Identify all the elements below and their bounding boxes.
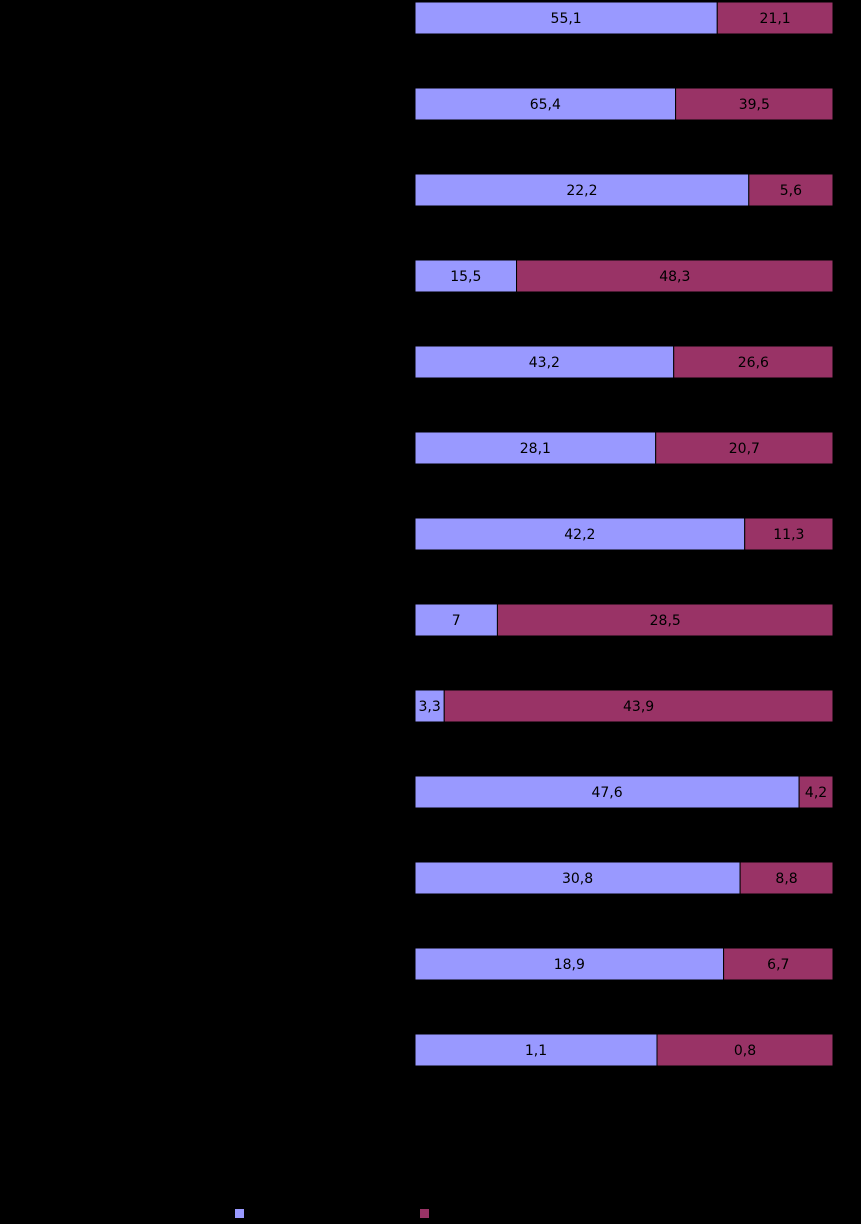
data-label-series1-row10: 47,6 — [591, 785, 622, 801]
data-label-series2-row4: 48,3 — [659, 269, 690, 285]
bar-series1-row9 — [414, 689, 445, 723]
legend-swatch-series1 — [235, 1209, 244, 1218]
data-label-series2-row10: 4,2 — [805, 785, 827, 801]
bar-series2-row5 — [673, 345, 834, 379]
data-label-series2-row13: 0,8 — [734, 1043, 756, 1059]
data-label-series1-row8: 7 — [452, 613, 461, 629]
bar-series2-row11 — [739, 861, 834, 895]
bar-series2-row4 — [516, 259, 834, 293]
data-label-group: 55,1 21,1 65,4 39,5 22,2 5,6 15,5 48,3 43,2 26,6 2… — [418, 11, 827, 1059]
data-label-series1-row12: 18,9 — [554, 957, 585, 973]
bar-series1-row7 — [414, 517, 746, 551]
data-label-series2-row7: 11,3 — [773, 527, 804, 543]
bar-series1-row1 — [414, 1, 718, 35]
data-label-series2-row11: 8,8 — [775, 871, 797, 887]
legend — [235, 1209, 429, 1218]
bar-series2-row8 — [496, 603, 834, 637]
bar-series2-row6 — [655, 431, 834, 465]
bar-series2-row3 — [748, 173, 834, 207]
bar-series2-row9 — [443, 689, 834, 723]
bar-series1-row6 — [414, 431, 657, 465]
bar-group — [414, 1, 834, 1067]
data-label-series2-row12: 6,7 — [767, 957, 789, 973]
bar-series1-row12 — [414, 947, 725, 981]
data-label-series1-row7: 42,2 — [564, 527, 595, 543]
bar-series1-row2 — [414, 87, 677, 121]
data-label-series2-row1: 21,1 — [760, 11, 791, 27]
legend-swatch-series2 — [420, 1209, 429, 1218]
bar-series2-row7 — [744, 517, 834, 551]
bar-series1-row3 — [414, 173, 750, 207]
data-label-series2-row8: 28,5 — [650, 613, 681, 629]
data-label-series2-row3: 5,6 — [780, 183, 802, 199]
bar-series2-row10 — [798, 775, 834, 809]
bar-series2-row2 — [675, 87, 834, 121]
data-label-series1-row6: 28,1 — [520, 441, 551, 457]
bar-series2-row1 — [716, 1, 834, 35]
x-axis-ticks — [410, 60, 834, 1098]
bar-series2-row12 — [723, 947, 834, 981]
data-label-series2-row6: 20,7 — [729, 441, 760, 457]
data-label-series1-row3: 22,2 — [566, 183, 597, 199]
data-label-series1-row2: 65,4 — [530, 97, 561, 113]
data-label-series2-row5: 26,6 — [738, 355, 769, 371]
data-label-series2-row9: 43,9 — [623, 699, 654, 715]
bar-series1-row8 — [414, 603, 498, 637]
data-label-series1-row13: 1,1 — [525, 1043, 547, 1059]
bar-series2-row13 — [656, 1033, 834, 1067]
bar-series1-row11 — [414, 861, 741, 895]
bar-series1-row13 — [414, 1033, 658, 1067]
data-label-series1-row11: 30,8 — [562, 871, 593, 887]
data-label-series1-row4: 15,5 — [450, 269, 481, 285]
data-label-series2-row2: 39,5 — [739, 97, 770, 113]
data-label-series1-row5: 43,2 — [529, 355, 560, 371]
data-label-series1-row9: 3,3 — [418, 699, 440, 715]
data-label-series1-row1: 55,1 — [551, 11, 582, 27]
axes — [410, 0, 834, 1098]
